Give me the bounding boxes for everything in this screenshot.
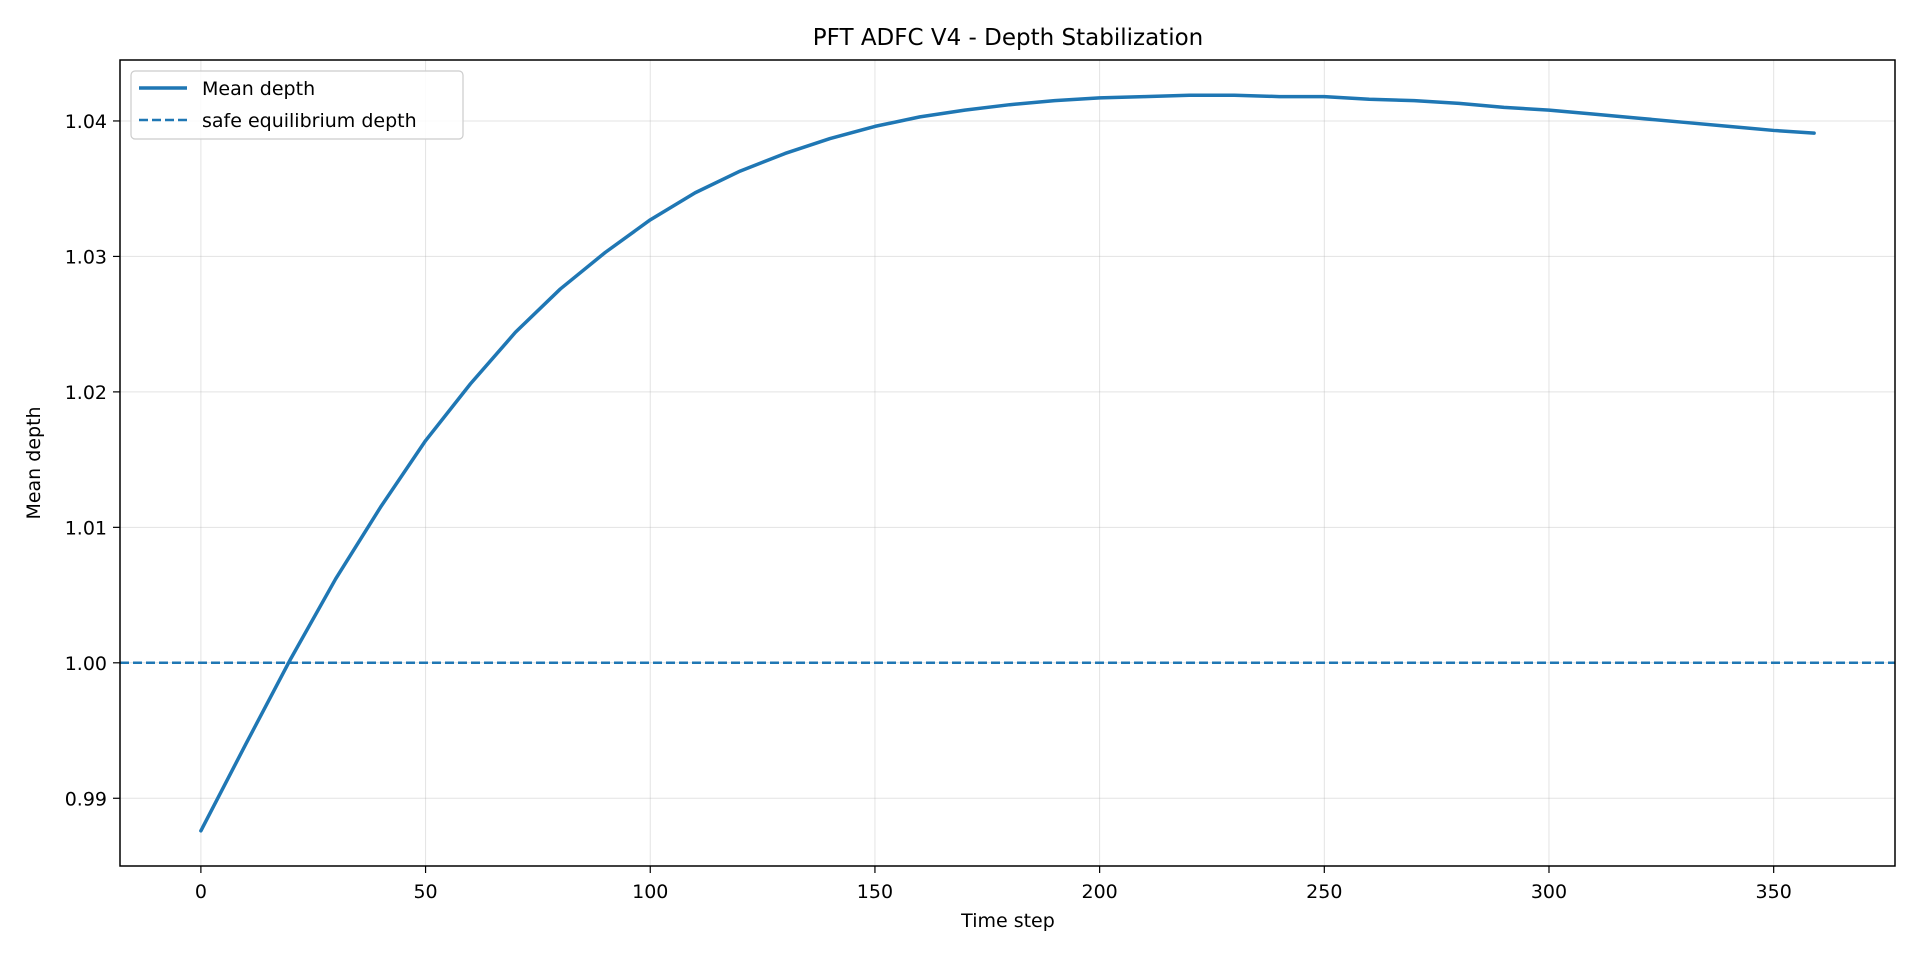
x-tick-label: 250 — [1306, 881, 1342, 903]
plot-area-frame — [119, 59, 1896, 867]
series-layer — [120, 93, 1895, 833]
x-tick-label: 0 — [195, 881, 207, 903]
grid-lines — [120, 60, 1895, 866]
y-tick-label: 1.04 — [65, 111, 107, 133]
chart-title: PFT ADFC V4 - Depth Stabilization — [813, 25, 1203, 51]
x-tick-label: 150 — [857, 881, 893, 903]
y-tick-label: 1.01 — [65, 517, 107, 539]
legend: Mean depth safe equilibrium depth — [130, 70, 464, 140]
x-tick-label: 350 — [1756, 881, 1792, 903]
x-tick-label: 300 — [1531, 881, 1567, 903]
y-tick-label: 0.99 — [65, 788, 107, 810]
legend-label-mean-depth: Mean depth — [202, 78, 315, 100]
y-tick-label: 1.03 — [65, 246, 107, 268]
y-axis-label: Mean depth — [23, 406, 45, 519]
axis-ticks: 0 50 100 150 200 250 300 350 0.99 1.00 1.01 1.02 1.0… — [65, 111, 1792, 903]
x-tick-label: 50 — [413, 881, 437, 903]
x-axis-label: Time step — [960, 910, 1055, 932]
y-tick-label: 1.00 — [65, 653, 107, 675]
legend-box — [130, 70, 464, 140]
x-tick-label: 100 — [632, 881, 668, 903]
x-tick-label: 200 — [1081, 881, 1117, 903]
y-tick-label: 1.02 — [65, 382, 107, 404]
mean-depth-line — [199, 93, 1816, 833]
legend-label-safe-equilibrium-depth: safe equilibrium depth — [202, 110, 417, 132]
